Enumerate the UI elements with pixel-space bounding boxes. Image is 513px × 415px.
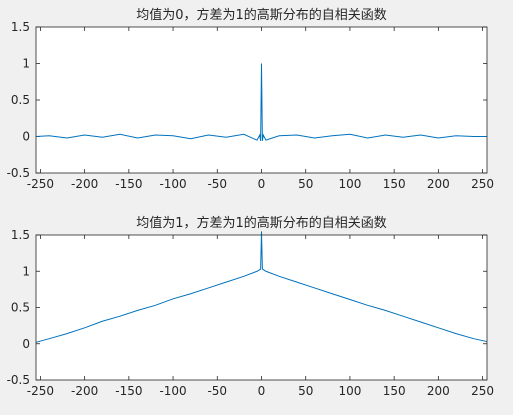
x-tick-label: 0: [258, 384, 266, 398]
y-tick-label: 0: [22, 337, 30, 351]
y-tick-label: 0.5: [11, 301, 30, 315]
y-tick-label: -0.5: [7, 166, 30, 180]
bottom-axes-background: [36, 235, 487, 380]
x-tick-label: 200: [427, 177, 450, 191]
y-tick-label: -0.5: [7, 373, 30, 387]
x-tick-label: 100: [338, 384, 361, 398]
top-series-line: [35, 63, 487, 141]
x-tick-label: -100: [159, 177, 186, 191]
top-chart-title: 均值为0，方差为1的高斯分布的自相关函数: [136, 7, 387, 23]
y-tick-label: 0.5: [11, 93, 30, 107]
x-tick-label: -50: [207, 384, 227, 398]
x-tick-label: 250: [471, 177, 494, 191]
x-tick-label: -150: [115, 177, 142, 191]
bottom-axis-ticks: -250 -200 -150 -100 -50 0 50 100 150 200 250 -0.5 0 0…: [7, 228, 494, 398]
top-chart: -250 -200 -150 -100 -50 0 50 100 150 200 250 -0.5 0 0…: [7, 7, 494, 191]
bottom-series-line: [35, 231, 488, 343]
x-tick-label: -250: [27, 384, 54, 398]
x-tick-label: 200: [427, 384, 450, 398]
bottom-chart: -250 -200 -150 -100 -50 0 50 100 150 200 250 -0.5 0 0…: [7, 215, 494, 398]
y-tick-label: 1: [22, 57, 30, 71]
x-tick-label: 100: [338, 177, 361, 191]
x-tick-label: -100: [159, 384, 186, 398]
x-tick-label: 50: [298, 384, 313, 398]
x-tick-label: 250: [471, 384, 494, 398]
bottom-axes-box: [35, 234, 488, 381]
x-tick-label: 150: [383, 177, 406, 191]
y-tick-label: 1.5: [11, 20, 30, 34]
top-axis-ticks: -250 -200 -150 -100 -50 0 50 100 150 200 250 -0.5 0 0…: [7, 20, 494, 191]
x-tick-label: -200: [71, 384, 98, 398]
y-tick-label: 1.5: [11, 228, 30, 242]
y-tick-label: 0: [22, 130, 30, 144]
bottom-chart-title: 均值为1，方差为1的高斯分布的自相关函数: [136, 215, 387, 231]
y-tick-label: 1: [22, 264, 30, 278]
x-tick-label: 0: [258, 177, 266, 191]
x-tick-label: -50: [207, 177, 227, 191]
x-tick-label: -150: [115, 384, 142, 398]
x-tick-label: 150: [383, 384, 406, 398]
x-tick-label: 50: [298, 177, 313, 191]
x-tick-label: -200: [71, 177, 98, 191]
x-tick-label: -250: [27, 177, 54, 191]
top-axes-box: [35, 26, 488, 174]
